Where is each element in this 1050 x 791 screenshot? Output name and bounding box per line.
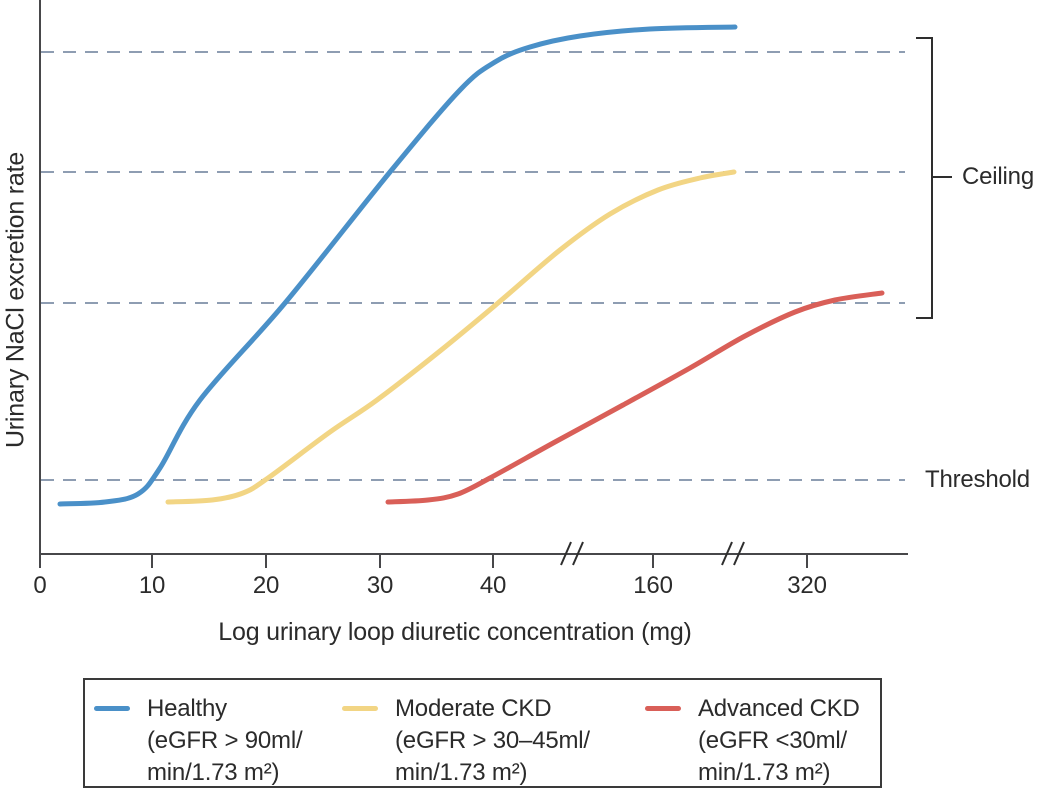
threshold-annotation: Threshold [925, 466, 1030, 493]
legend-label-moderate-ckd: Moderate CKD [395, 695, 552, 722]
curve-healthy [57, 24, 738, 507]
x-tick-label-160: 160 [633, 572, 673, 599]
curve-advanced-ckd [385, 290, 885, 505]
ceiling-annotation: Ceiling [962, 163, 1034, 190]
legend-label-healthy: Healthy [147, 695, 227, 722]
legend-entry-moderate-ckd: Moderate CKD (eGFR > 30–45ml/ min/1.73 m… [342, 680, 590, 789]
legend-label-healthy-egfr-1: (eGFR > 90ml/ [147, 727, 303, 754]
axis-break-slash [572, 541, 584, 566]
legend-label-healthy-egfr-2: min/1.73 m²) [147, 759, 280, 786]
legend-box: Healthy (eGFR > 90ml/ min/1.73 m²) Moder… [83, 678, 882, 788]
legend-swatch-advanced-ckd-line [645, 706, 681, 711]
legend-label-moderate-ckd-egfr-2: min/1.73 m²) [395, 759, 528, 786]
legend-entry-healthy: Healthy (eGFR > 90ml/ min/1.73 m²) [94, 680, 303, 789]
x-tick-label-30: 30 [366, 572, 394, 599]
curve-moderate-ckd [165, 169, 737, 505]
x-tick-label-320: 320 [787, 572, 827, 599]
legend-swatch-healthy-line [94, 706, 130, 711]
legend-label-advanced-ckd-egfr-1: (eGFR <30ml/ [698, 727, 847, 754]
x-tick-label-10: 10 [138, 572, 166, 599]
x-tick-label-0: 0 [33, 572, 47, 599]
legend-swatch-moderate-ckd-line [342, 706, 378, 711]
axis-break-slash [721, 541, 733, 566]
plot-area [39, 0, 952, 568]
axis-break-slash [733, 541, 745, 566]
legend-entry-advanced-ckd: Advanced CKD (eGFR <30ml/ min/1.73 m²) [645, 680, 860, 789]
x-axis-title: Log urinary loop diuretic concentration … [218, 618, 692, 646]
legend-label-advanced-ckd-egfr-2: min/1.73 m²) [698, 759, 831, 786]
axis-break-slash [560, 541, 572, 566]
x-tick-label-20: 20 [252, 572, 280, 599]
x-tick-label-40: 40 [479, 572, 507, 599]
ceiling-bracket [916, 37, 933, 319]
legend-label-moderate-ckd-egfr-1: (eGFR > 30–45ml/ [395, 727, 590, 754]
legend-label-advanced-ckd: Advanced CKD [698, 695, 860, 722]
